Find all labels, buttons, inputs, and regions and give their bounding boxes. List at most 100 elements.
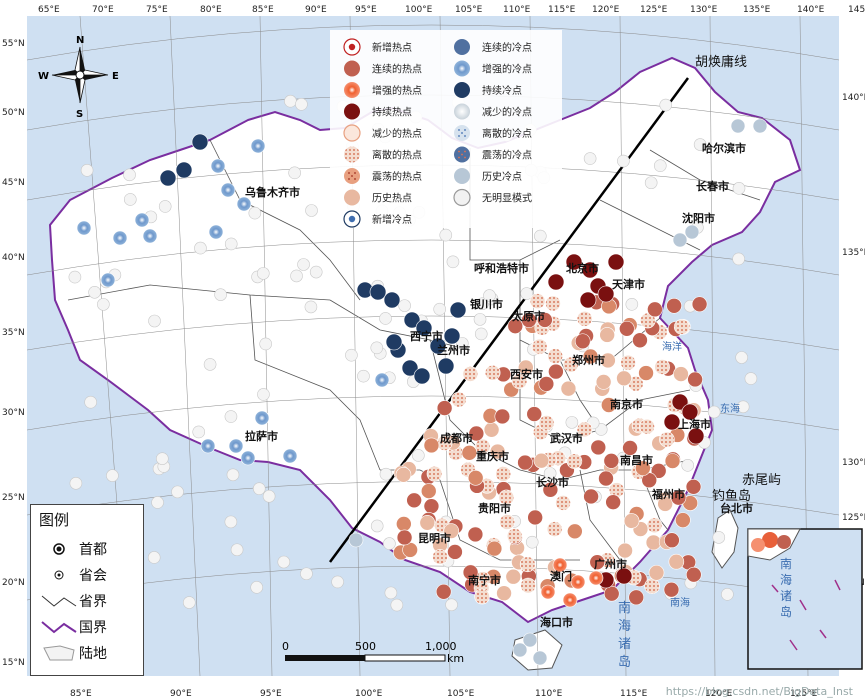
hotspot-point xyxy=(142,228,158,244)
lat-label-left: 50°N xyxy=(2,108,25,118)
hotspot-point xyxy=(589,554,606,570)
hotspot-point xyxy=(345,348,358,362)
hotspot-point xyxy=(474,588,490,605)
hotspot-point xyxy=(446,255,460,269)
lon-label-bottom: 100°E xyxy=(355,689,383,699)
hotspot-point xyxy=(615,567,633,585)
legend-symbol-right-6 xyxy=(454,168,470,184)
hotspot-point xyxy=(68,270,82,284)
legend-label-right-6: 历史冷点 xyxy=(482,170,522,183)
hotspot-point xyxy=(200,438,216,454)
hotspot-point xyxy=(663,581,680,598)
legend-label-left-1: 连续的热点 xyxy=(372,63,422,76)
city-label: 南宁市 xyxy=(468,573,501,587)
hotspot-point xyxy=(666,297,682,314)
legend-label-national-border: 国界 xyxy=(79,620,107,636)
hotspot-point xyxy=(603,585,620,602)
hotspot-point xyxy=(736,400,750,414)
hotspot-point xyxy=(563,356,579,373)
city-label: 拉萨市 xyxy=(245,429,278,443)
hotspot-point xyxy=(673,319,690,335)
national-border-icon xyxy=(39,617,79,637)
hotspot-point xyxy=(671,393,689,411)
hotspot-point xyxy=(752,118,768,134)
lat-label-left: 35°N xyxy=(2,328,25,338)
lon-label-top: 125°E xyxy=(640,5,668,15)
lat-label-right: 135°E xyxy=(842,248,865,258)
legend-label-right-1: 增强的冷点 xyxy=(482,63,532,76)
lat-label-left: 15°N xyxy=(2,658,25,668)
city-label: 海口市 xyxy=(540,615,573,629)
hotspot-point xyxy=(159,169,177,187)
hotspot-point xyxy=(403,311,421,329)
island-label-chiwei: 赤尾屿 xyxy=(742,473,781,488)
hotspot-point xyxy=(562,592,578,608)
legend-symbol-left-4 xyxy=(343,124,361,142)
hotspot-point xyxy=(603,453,620,469)
hotspot-point xyxy=(483,421,500,438)
hotspot-point xyxy=(158,200,172,213)
lon-label-bottom: 115°E xyxy=(620,689,648,699)
east-label: E xyxy=(112,71,119,82)
hotspot-point xyxy=(254,410,270,426)
lon-label-top: 135°E xyxy=(743,5,771,15)
hotspot-point xyxy=(80,164,94,177)
hotspot-point xyxy=(398,299,411,312)
hotspot-point xyxy=(495,466,512,482)
legend-label-capital: 首都 xyxy=(79,542,107,558)
legend-symbol-left-7 xyxy=(344,189,360,206)
hotspot-point xyxy=(277,555,291,569)
hotspot-point xyxy=(645,534,662,551)
city-label: 哈尔滨市 xyxy=(702,141,746,155)
hotspot-point xyxy=(473,313,487,326)
legend-symbol-right-1 xyxy=(454,60,470,77)
lat-label-right: 125°E xyxy=(842,513,865,523)
hotspot-point xyxy=(496,585,512,602)
hotspot-point xyxy=(565,416,579,429)
hotspot-point xyxy=(730,118,746,134)
hotspot-point xyxy=(489,443,506,460)
hotspot-point xyxy=(641,472,658,489)
hotspot-point xyxy=(395,467,412,483)
hotspot-point xyxy=(527,509,543,526)
lon-label-top: 95°E xyxy=(355,5,377,15)
hotspot-point xyxy=(401,359,419,377)
legend-symbol-left-5 xyxy=(344,146,360,163)
hotspot-point xyxy=(567,523,583,540)
hotspot-point xyxy=(498,489,515,506)
south-china-sea-inset: 南 海 诸 岛 xyxy=(747,528,863,670)
hotspot-point xyxy=(732,182,746,195)
scale-500: 500 xyxy=(355,640,376,653)
hotspot-point xyxy=(194,241,207,255)
hotspot-point xyxy=(657,496,673,512)
hotspot-point xyxy=(744,372,758,385)
city-label: 郑州市 xyxy=(572,353,605,367)
legend-symbol-left-3 xyxy=(344,103,360,120)
hotspot-point xyxy=(248,206,262,220)
hotspot-point xyxy=(443,523,460,539)
legend-label-right-7: 无明显模式 xyxy=(482,192,532,205)
lon-label-bottom: 85°E xyxy=(70,689,92,699)
legend-item-province-border: 省界 xyxy=(39,589,107,613)
hotspot-point xyxy=(462,564,479,581)
hotspot-point xyxy=(76,220,92,236)
inset-label-4: 岛 xyxy=(780,604,792,619)
hotspot-point xyxy=(295,98,308,111)
hotspot-point xyxy=(486,540,503,557)
legend-item-capital: 首都 xyxy=(39,537,107,561)
legend-symbol-left-6 xyxy=(344,168,360,184)
hotspot-point xyxy=(449,301,467,319)
city-label: 成都市 xyxy=(440,431,473,445)
hotspot-point xyxy=(282,448,298,464)
lat-label-left: 45°N xyxy=(2,178,25,188)
hotspot-point xyxy=(520,577,536,594)
hotspot-point xyxy=(647,301,663,318)
legend-item-national-border: 国界 xyxy=(39,615,107,639)
hotspot-point xyxy=(555,495,571,511)
inset-label-2: 海 xyxy=(780,572,792,587)
legend-symbol-right-5 xyxy=(454,146,470,163)
hotspot-point xyxy=(581,261,599,279)
hotspot-point xyxy=(224,237,238,251)
lon-label-top: 145°E xyxy=(848,5,865,15)
hotspot-point xyxy=(300,567,313,581)
